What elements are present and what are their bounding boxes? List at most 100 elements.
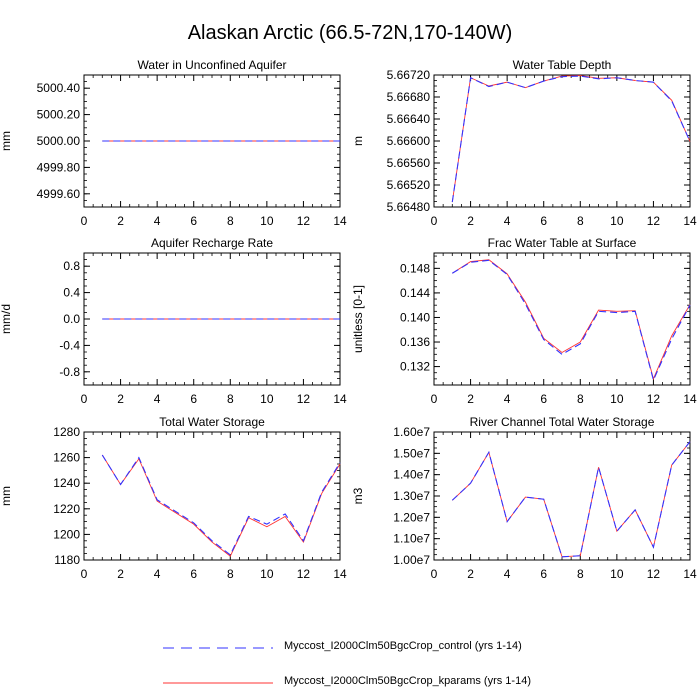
chart-panel-3: 0 2 4 6 8 10 12 14 -0.8 -0.4 0.0 0.4 0.8 Aquifer Rech…: [0, 236, 347, 406]
x-tick-label: 6: [540, 392, 547, 406]
x-tick-label: 10: [260, 392, 274, 406]
x-tick-label: 10: [610, 214, 624, 228]
y-axis-label: mm/d: [0, 304, 13, 334]
panel-title: Aquifer Recharge Rate: [151, 236, 273, 250]
y-tick-label: 5.66480: [387, 200, 431, 214]
plot-frame: [433, 74, 691, 208]
y-tick-label: 5.66680: [387, 90, 431, 104]
x-tick-label: 14: [683, 214, 697, 228]
x-tick-label: 2: [117, 567, 124, 581]
series-line-kparams: [451, 75, 691, 203]
y-tick-label: 1.20e7: [393, 510, 430, 524]
legend-label-kparams: Myccost_I2000Clm50BgcCrop_kparams (yrs 1…: [284, 675, 531, 687]
x-tick-label: 6: [190, 567, 197, 581]
chart-panel-4: 0 2 4 6 8 10 12 14 0.132 0.136 0.140 0.144 0.148 Frac…: [351, 236, 697, 406]
plot-frame: [433, 431, 691, 561]
x-tick-label: 12: [297, 214, 311, 228]
x-tick-label: 8: [577, 392, 584, 406]
x-tick-label: 0: [81, 567, 88, 581]
x-tick-label: 14: [333, 567, 347, 581]
panel-title: Water Table Depth: [513, 58, 612, 72]
chart-panel-6: 0 2 4 6 8 10 12 14 1.00e7 1.10e7 1.20e7 1.30e7 1.40e…: [351, 415, 697, 581]
y-axis-label: mm: [0, 131, 13, 151]
x-tick-label: 6: [540, 214, 547, 228]
x-tick-label: 6: [190, 214, 197, 228]
x-tick-label: 12: [297, 567, 311, 581]
x-tick-label: 8: [227, 214, 234, 228]
x-tick-label: 8: [577, 567, 584, 581]
y-tick-label: 1240: [53, 476, 80, 490]
x-tick-label: 0: [81, 392, 88, 406]
y-tick-label: 1.50e7: [393, 446, 430, 460]
x-tick-label: 12: [647, 567, 661, 581]
y-tick-label: 1280: [53, 425, 80, 439]
chart-panel-1: 0 2 4 6 8 10 12 14 4999.60 4999.80 5000.00 5000.20 5…: [0, 58, 347, 228]
x-tick-label: 10: [260, 214, 274, 228]
series-line-control: [101, 454, 341, 556]
x-tick-label: 8: [227, 567, 234, 581]
plot-frame: [433, 252, 691, 386]
x-tick-label: 4: [504, 567, 511, 581]
x-tick-label: 2: [467, 214, 474, 228]
x-tick-label: 4: [504, 392, 511, 406]
y-tick-label: 0.140: [400, 310, 430, 324]
y-tick-label: 1200: [53, 527, 80, 541]
series-line-kparams: [101, 454, 341, 557]
series-line-control: [451, 441, 691, 558]
y-tick-label: 5000.20: [37, 108, 81, 122]
y-tick-label: 5.66720: [387, 68, 431, 82]
x-tick-label: 12: [297, 392, 311, 406]
y-tick-label: 4999.80: [37, 160, 81, 174]
x-tick-label: 14: [333, 392, 347, 406]
y-tick-label: 0.4: [63, 286, 80, 300]
y-axis-label: m3: [351, 487, 365, 504]
x-tick-label: 4: [154, 392, 161, 406]
y-tick-label: 1.10e7: [393, 532, 430, 546]
y-tick-label: 0.148: [400, 261, 430, 275]
legend-label-control: Myccost_I2000Clm50BgcCrop_control (yrs 1…: [284, 640, 522, 652]
y-tick-label: 1180: [54, 553, 80, 567]
y-axis-label: unitless [0-1]: [351, 285, 365, 353]
series-line-kparams: [451, 441, 691, 558]
y-tick-label: 5000.40: [37, 81, 81, 95]
x-tick-label: 8: [227, 392, 234, 406]
x-tick-label: 4: [154, 567, 161, 581]
y-tick-label: 1.30e7: [393, 489, 430, 503]
x-tick-label: 12: [647, 214, 661, 228]
x-tick-label: 14: [683, 392, 697, 406]
y-axis-label: mm: [0, 486, 13, 506]
y-tick-label: 1.40e7: [393, 468, 430, 482]
y-tick-label: 0.8: [63, 259, 80, 273]
x-tick-label: 10: [610, 567, 624, 581]
y-tick-label: 5.66520: [387, 178, 431, 192]
panel-title: Water in Unconfined Aquifer: [138, 58, 287, 72]
y-tick-label: 5.66600: [387, 134, 431, 148]
x-tick-label: 14: [683, 567, 697, 581]
y-tick-label: -0.8: [59, 365, 80, 379]
x-tick-label: 4: [154, 214, 161, 228]
chart-panel-5: 0 2 4 6 8 10 12 14 1180 1200 1220 1240 1260 1280 Total…: [0, 415, 347, 581]
y-tick-label: 1260: [53, 451, 80, 465]
y-tick-label: 1.60e7: [393, 425, 430, 439]
x-tick-label: 6: [190, 392, 197, 406]
y-tick-label: 5.66640: [387, 112, 431, 126]
x-tick-label: 2: [467, 392, 474, 406]
y-tick-label: 0.136: [400, 335, 430, 349]
y-tick-label: 5000.00: [37, 134, 81, 148]
y-tick-label: 0.132: [400, 360, 430, 374]
y-tick-label: 0.0: [63, 312, 80, 326]
x-tick-label: 2: [117, 392, 124, 406]
x-tick-label: 10: [260, 567, 274, 581]
x-tick-label: 2: [117, 214, 124, 228]
figure-title: Alaskan Arctic (66.5-72N,170-140W): [187, 22, 513, 44]
x-tick-label: 6: [540, 567, 547, 581]
series-line-control: [452, 259, 691, 382]
x-tick-label: 0: [431, 567, 438, 581]
x-tick-label: 2: [467, 567, 474, 581]
y-axis-label: m: [351, 136, 365, 146]
series-line-kparams: [452, 259, 691, 381]
y-tick-label: 1220: [53, 502, 80, 516]
x-tick-label: 10: [610, 392, 624, 406]
series-line-control: [451, 75, 691, 203]
